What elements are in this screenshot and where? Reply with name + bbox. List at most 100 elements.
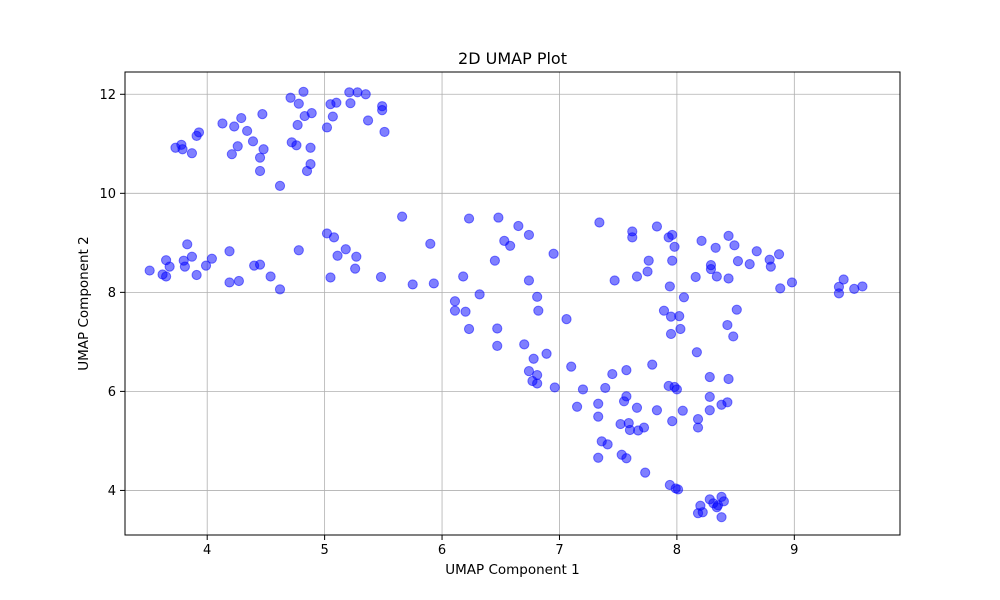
scatter-point — [352, 87, 363, 98]
scatter-point — [523, 275, 535, 286]
scatter-point — [327, 111, 338, 122]
scatter-point — [609, 275, 620, 286]
scatter-point — [489, 255, 500, 266]
scatter-point — [705, 263, 717, 275]
scatter-point — [321, 122, 333, 133]
scatter-point — [425, 238, 436, 249]
scatter-point — [274, 180, 286, 191]
scatter-point — [722, 397, 733, 408]
scatter-point — [258, 144, 269, 155]
scatter-point — [618, 396, 630, 407]
scatter-point — [602, 439, 613, 450]
x-tick-label: 9 — [790, 543, 798, 558]
x-tick-label: 8 — [673, 543, 681, 558]
scatter-point — [732, 256, 744, 267]
scatter-point — [593, 452, 604, 463]
scatter-point — [144, 265, 155, 276]
scatter-point — [492, 340, 503, 351]
scatter-point — [293, 98, 304, 109]
scatter-point — [463, 323, 475, 335]
scatter-point — [566, 361, 577, 372]
scatter-point — [857, 281, 868, 292]
scatter-point — [664, 281, 675, 292]
scatter-point — [627, 232, 638, 243]
scatter-point — [186, 148, 198, 159]
scatter-point — [665, 328, 677, 340]
scatter-point — [332, 250, 343, 261]
plot-frame — [124, 71, 901, 536]
scatter-point — [593, 411, 604, 422]
scatter-point — [360, 89, 371, 100]
scatter-point — [523, 229, 535, 241]
scatter-point — [638, 422, 650, 433]
scatter-point — [285, 92, 296, 103]
scatter-point — [548, 248, 559, 259]
scatter-point — [182, 239, 193, 250]
scatter-point — [593, 398, 604, 409]
scatter-point — [350, 263, 361, 274]
scatter-point — [675, 323, 686, 335]
scatter-point — [449, 305, 461, 316]
scatter-point — [775, 283, 786, 294]
scatter-point — [224, 246, 235, 257]
scatter-point — [672, 484, 684, 495]
scatter-point — [731, 304, 742, 315]
scatter-point — [640, 467, 651, 478]
scatter-point — [704, 405, 715, 416]
scatter-point — [723, 373, 734, 385]
scatter-point — [232, 141, 243, 152]
scatter-point — [621, 453, 632, 464]
scatter-point — [696, 235, 707, 246]
scatter-point — [677, 405, 688, 416]
scatter-point — [523, 365, 535, 377]
scatter-point — [505, 240, 516, 251]
scatter-point — [191, 269, 202, 281]
scatter-point — [191, 130, 202, 141]
scatter-point — [692, 414, 704, 425]
scatter-point — [224, 277, 235, 288]
scatter-point — [247, 136, 259, 147]
scatter-point — [257, 108, 268, 120]
scatter-point — [298, 86, 309, 97]
scatter-point — [532, 291, 543, 302]
scatter-point — [744, 259, 755, 270]
scatter-point — [561, 313, 572, 325]
scatter-point — [206, 253, 217, 264]
scatter-point — [773, 249, 785, 260]
scatter-point — [229, 121, 240, 132]
scatter-point — [667, 416, 678, 427]
x-tick-label: 4 — [203, 543, 211, 558]
x-tick-label: 7 — [555, 543, 563, 558]
x-axis-label: UMAP Component 1 — [445, 562, 579, 578]
y-axis-ticks: 4 6 8 10 12 — [99, 88, 125, 499]
scatter-point — [711, 271, 722, 282]
scatter-point — [704, 391, 715, 402]
scatter-point — [678, 292, 690, 303]
scatter-point — [292, 119, 303, 131]
scatter-point — [786, 277, 798, 288]
scatter-point — [667, 255, 678, 266]
scatter-point — [293, 245, 304, 256]
scatter-point — [449, 296, 461, 307]
scatter-point — [718, 496, 729, 507]
scatter-point — [493, 212, 504, 223]
scatter-point — [519, 339, 530, 350]
scatter-point — [716, 512, 727, 523]
y-axis-label: UMAP Component 2 — [76, 236, 92, 370]
y-tick-label: 6 — [108, 385, 116, 400]
y-tick-label: 8 — [108, 286, 116, 301]
scatter-point — [571, 401, 583, 412]
scatter-point — [577, 384, 589, 395]
scatter-point — [723, 230, 734, 242]
scatter-point — [301, 165, 313, 177]
scatter-point — [667, 229, 678, 241]
scatter-point — [325, 272, 336, 283]
scatter-point — [607, 368, 618, 380]
scatter-point — [671, 384, 682, 395]
scatter-point — [751, 246, 762, 257]
scatter-point — [533, 305, 544, 316]
x-tick-label: 6 — [438, 543, 446, 558]
x-tick-label: 5 — [320, 543, 328, 558]
grid-lines — [125, 72, 900, 535]
